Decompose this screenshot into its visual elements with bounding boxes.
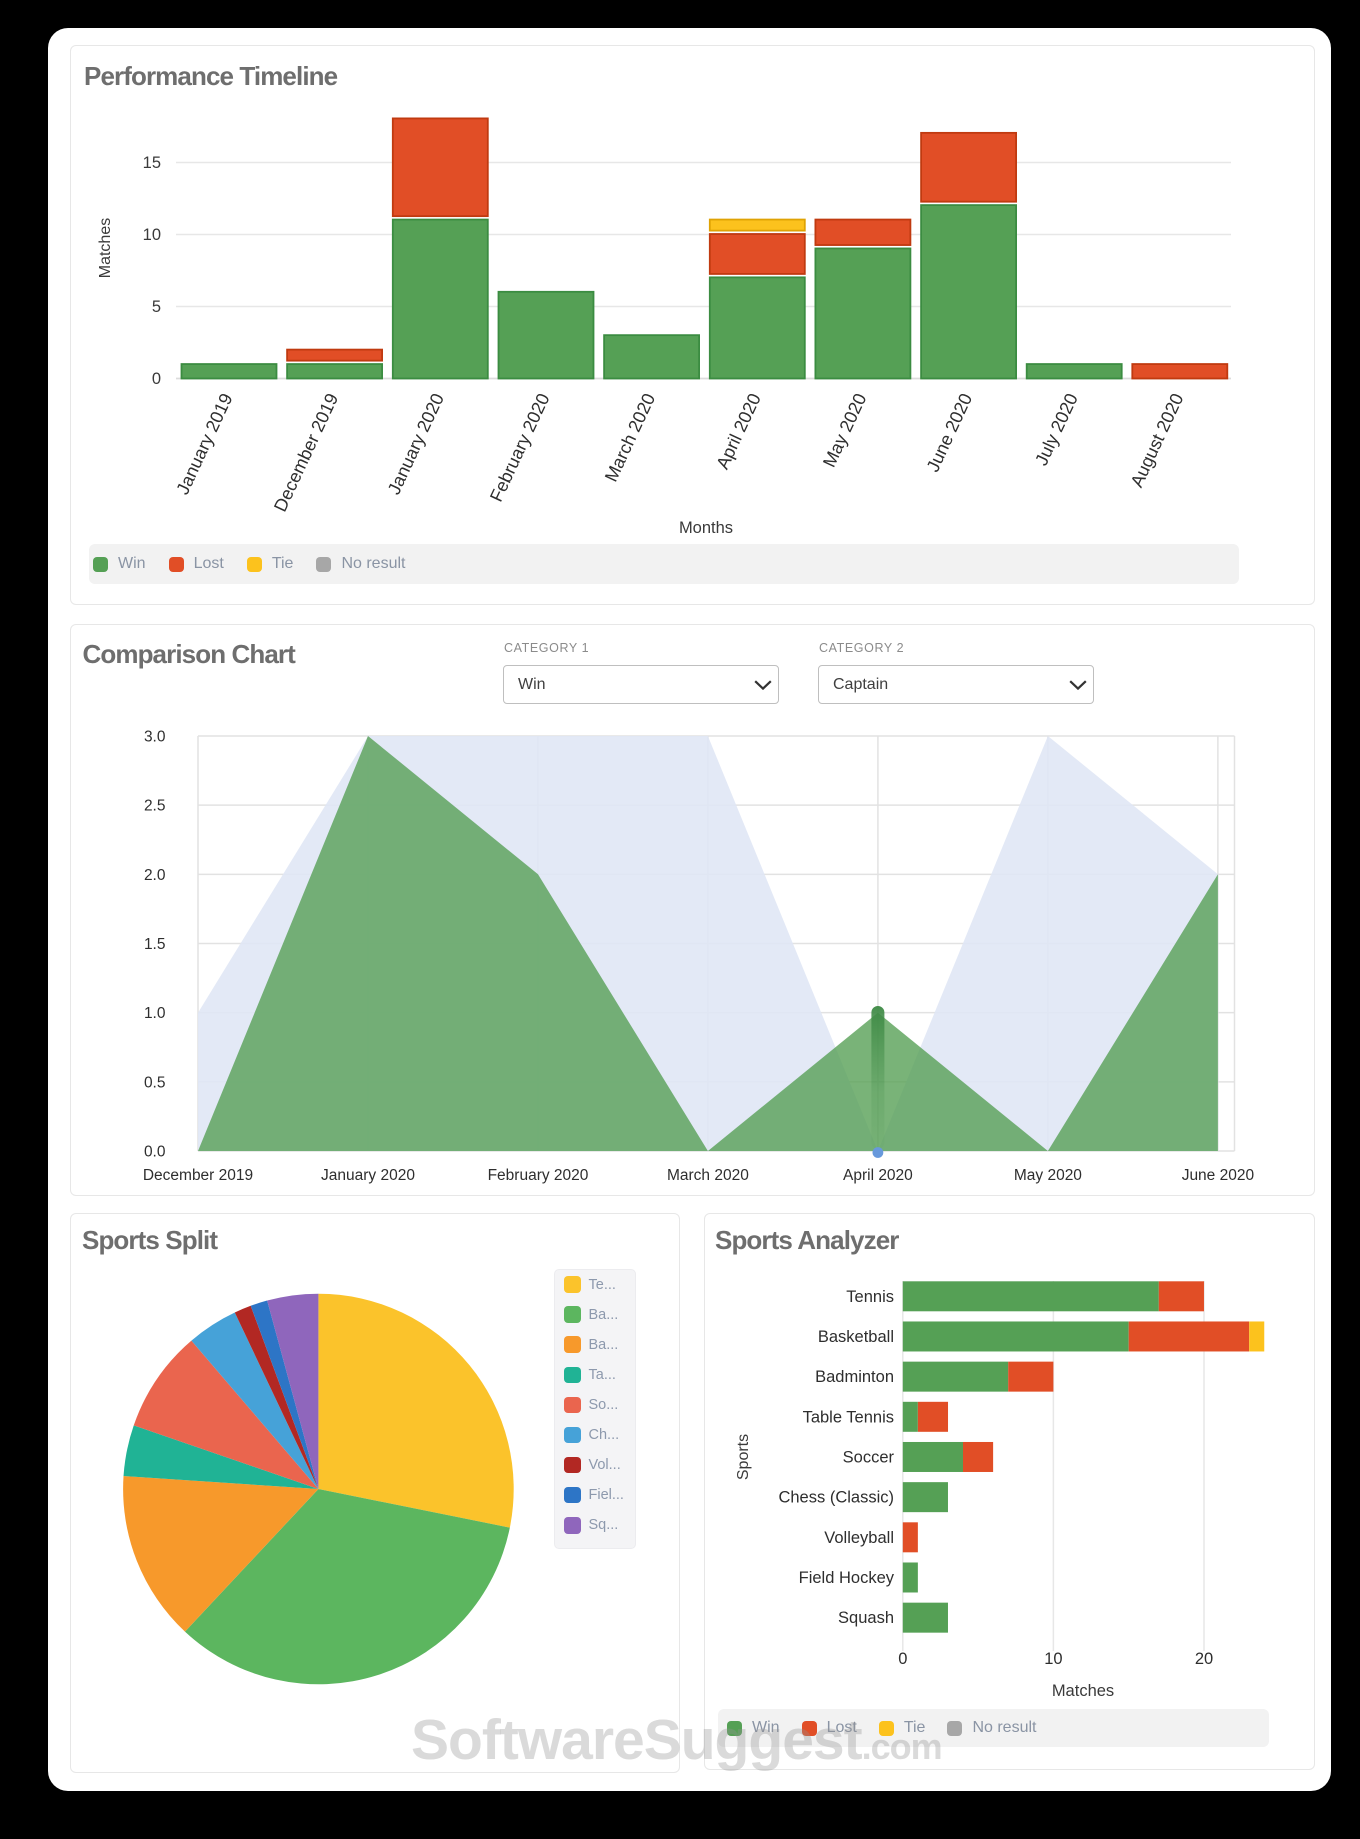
- svg-text:Tennis: Tennis: [846, 1288, 894, 1306]
- svg-text:July 2020: July 2020: [1031, 390, 1082, 468]
- svg-text:May 2020: May 2020: [1014, 1167, 1082, 1184]
- svg-text:March 2020: March 2020: [601, 390, 659, 485]
- svg-text:0: 0: [152, 370, 161, 388]
- svg-text:20: 20: [1195, 1650, 1213, 1668]
- svg-text:15: 15: [143, 154, 161, 172]
- svg-text:Chess (Classic): Chess (Classic): [778, 1489, 894, 1507]
- svg-text:January 2019: January 2019: [172, 390, 236, 497]
- svg-text:Soccer: Soccer: [843, 1448, 895, 1466]
- svg-text:2.0: 2.0: [144, 867, 166, 884]
- svg-text:5: 5: [152, 298, 161, 316]
- svg-text:10: 10: [1044, 1650, 1062, 1668]
- svg-text:February 2020: February 2020: [488, 1167, 589, 1184]
- svg-text:March 2020: March 2020: [667, 1167, 749, 1184]
- svg-text:0.5: 0.5: [144, 1074, 166, 1091]
- svg-text:December 2019: December 2019: [270, 390, 342, 515]
- svg-text:0.0: 0.0: [144, 1144, 166, 1161]
- svg-text:April 2020: April 2020: [712, 390, 764, 472]
- svg-text:February 2020: February 2020: [486, 390, 554, 505]
- svg-text:Sports: Sports: [735, 1434, 752, 1480]
- svg-text:Matches: Matches: [97, 218, 114, 278]
- svg-text:0: 0: [898, 1650, 907, 1668]
- svg-text:Field Hockey: Field Hockey: [799, 1569, 895, 1587]
- svg-text:Volleyball: Volleyball: [824, 1529, 894, 1547]
- svg-text:May 2020: May 2020: [819, 390, 871, 470]
- svg-text:Table Tennis: Table Tennis: [803, 1408, 894, 1426]
- svg-text:Basketball: Basketball: [818, 1328, 894, 1346]
- svg-text:April 2020: April 2020: [843, 1167, 913, 1184]
- svg-text:1.5: 1.5: [144, 936, 166, 953]
- svg-text:Squash: Squash: [838, 1609, 894, 1627]
- svg-text:Matches: Matches: [1052, 1682, 1114, 1700]
- svg-text:January 2020: January 2020: [321, 1167, 415, 1184]
- svg-text:3.0: 3.0: [144, 729, 166, 746]
- svg-text:June 2020: June 2020: [1182, 1167, 1255, 1184]
- svg-text:January 2020: January 2020: [384, 390, 448, 497]
- svg-text:December 2019: December 2019: [143, 1167, 253, 1184]
- svg-text:Badminton: Badminton: [815, 1368, 894, 1386]
- svg-text:10: 10: [143, 226, 161, 244]
- svg-text:2.5: 2.5: [144, 798, 166, 815]
- svg-text:Months: Months: [679, 519, 733, 537]
- svg-text:August 2020: August 2020: [1127, 390, 1188, 490]
- svg-text:June 2020: June 2020: [923, 390, 977, 475]
- svg-text:1.0: 1.0: [144, 1005, 166, 1022]
